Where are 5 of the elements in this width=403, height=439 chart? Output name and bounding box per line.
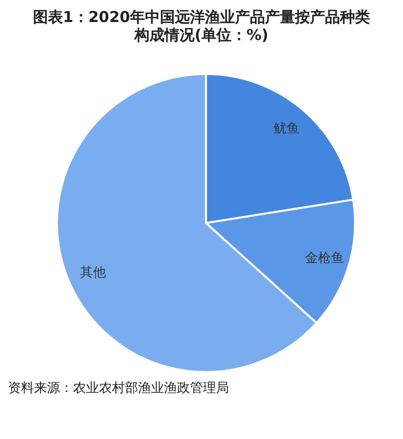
slice-label: 其他 (80, 266, 106, 281)
text: 资料来源：农业农村部渔业渔政管理局 (8, 381, 229, 396)
chart-title: 图表1：2020年中国远洋渔业产品产量按产品种类构成情况(单位：%) (32, 8, 370, 44)
slice-label: 金枪鱼 (305, 250, 344, 266)
slice-label: 鱿鱼 (273, 122, 300, 137)
